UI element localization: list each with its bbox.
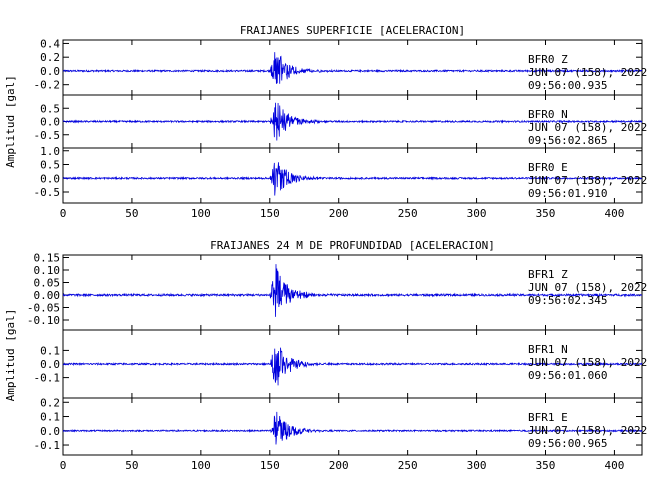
x-tick-label: 350 xyxy=(536,207,556,220)
station-label: BFR1 E xyxy=(528,411,568,424)
y-tick-label: -0.1 xyxy=(34,439,61,452)
x-tick-label: 250 xyxy=(398,207,418,220)
x-tick-label: 250 xyxy=(398,459,418,472)
start-time-label: 09:56:02.865 xyxy=(528,134,607,147)
station-label: BFR1 Z xyxy=(528,268,568,281)
waveform-line xyxy=(62,411,643,445)
date-label: JUN 07 (158), 2022 xyxy=(528,121,647,134)
date-label: JUN 07 (158), 2022 xyxy=(528,424,647,437)
start-time-label: 09:56:00.965 xyxy=(528,437,607,450)
x-tick-label: 100 xyxy=(191,207,211,220)
y-tick-label: 1.0 xyxy=(40,145,60,158)
x-tick-label: 400 xyxy=(604,207,624,220)
x-tick-label: 300 xyxy=(467,207,487,220)
x-tick-label: 200 xyxy=(329,207,349,220)
waveform-line xyxy=(62,347,643,386)
x-tick-label: 50 xyxy=(125,459,138,472)
station-label: BFR0 Z xyxy=(528,53,568,66)
x-tick-label: 100 xyxy=(191,459,211,472)
waveform-line xyxy=(62,162,643,196)
y-tick-label: -0.5 xyxy=(34,186,61,199)
waveform-line xyxy=(62,264,643,317)
x-tick-label: 200 xyxy=(329,459,349,472)
date-label: JUN 07 (158), 2022 xyxy=(528,281,647,294)
y-tick-label: -0.1 xyxy=(34,372,61,385)
station-label: BFR1 N xyxy=(528,343,568,356)
start-time-label: 09:56:01.910 xyxy=(528,187,607,200)
x-tick-label: 400 xyxy=(604,459,624,472)
y-tick-label: 0.1 xyxy=(40,344,60,357)
date-label: JUN 07 (158), 2022 xyxy=(528,356,647,369)
y-tick-label: 0.15 xyxy=(34,252,61,265)
y-tick-label: -0.5 xyxy=(34,129,61,142)
station-label: BFR0 E xyxy=(528,161,568,174)
start-time-label: 09:56:01.060 xyxy=(528,369,607,382)
y-tick-label: 0.00 xyxy=(34,289,61,302)
y-axis-label: Amplitud [gal] xyxy=(4,75,17,168)
x-tick-label: 0 xyxy=(60,459,67,472)
date-label: JUN 07 (158), 2022 xyxy=(528,66,647,79)
y-tick-label: 0.0 xyxy=(40,172,60,185)
y-tick-label: -0.2 xyxy=(34,79,61,92)
panel-frame xyxy=(62,147,643,204)
start-time-label: 09:56:02.345 xyxy=(528,294,607,307)
start-time-label: 09:56:00.935 xyxy=(528,79,607,92)
y-tick-label: 0.4 xyxy=(40,37,60,50)
x-tick-label: 0 xyxy=(60,207,67,220)
y-tick-label: 0.5 xyxy=(40,159,60,172)
panel-frame xyxy=(62,397,643,456)
y-tick-label: -0.05 xyxy=(27,302,60,315)
y-axis-label: Amplitud [gal] xyxy=(4,309,17,402)
waveform-line xyxy=(62,52,643,84)
chart-0: FRAIJANES SUPERFICIE [ACELERACION] Amplit… xyxy=(4,24,647,220)
date-label: JUN 07 (158), 2022 xyxy=(528,174,647,187)
waveform-line xyxy=(62,102,643,141)
y-tick-label: 0.5 xyxy=(40,102,60,115)
x-tick-label: 50 xyxy=(125,207,138,220)
x-tick-label: 300 xyxy=(467,459,487,472)
y-tick-label: 0.2 xyxy=(40,396,60,409)
chart-title: FRAIJANES 24 M DE PROFUNDIDAD [ACELERACI… xyxy=(210,239,495,252)
y-tick-label: 0.0 xyxy=(40,116,60,129)
y-tick-label: 0.0 xyxy=(40,425,60,438)
y-tick-label: 0.0 xyxy=(40,65,60,78)
y-tick-label: 0.0 xyxy=(40,358,60,371)
chart-1: FRAIJANES 24 M DE PROFUNDIDAD [ACELERACI… xyxy=(4,239,647,472)
x-tick-label: 350 xyxy=(536,459,556,472)
x-tick-label: 150 xyxy=(260,207,280,220)
y-tick-label: -0.10 xyxy=(27,314,60,327)
y-tick-label: 0.1 xyxy=(40,411,60,424)
y-tick-label: 0.05 xyxy=(34,277,61,290)
x-tick-label: 150 xyxy=(260,459,280,472)
y-tick-label: 0.10 xyxy=(34,264,61,277)
chart-title: FRAIJANES SUPERFICIE [ACELERACION] xyxy=(240,24,465,37)
y-tick-label: 0.2 xyxy=(40,51,60,64)
station-label: BFR0 N xyxy=(528,108,568,121)
